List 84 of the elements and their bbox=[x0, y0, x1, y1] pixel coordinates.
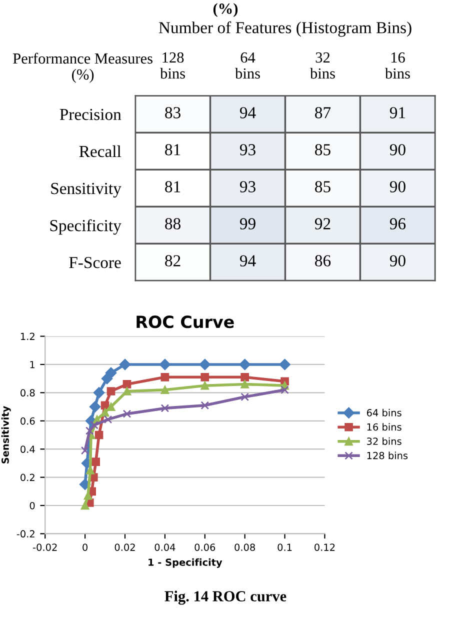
data-label: 81 bbox=[165, 144, 180, 156]
point bbox=[89, 401, 101, 412]
point bbox=[100, 401, 110, 410]
legend-label: 16 bins bbox=[367, 423, 402, 431]
point bbox=[240, 372, 249, 382]
y-axis-title: Performance Measures (%) bbox=[13, 52, 152, 83]
point bbox=[106, 387, 116, 396]
x-tick-label: 64 bins bbox=[235, 52, 260, 79]
point bbox=[160, 372, 170, 382]
point bbox=[93, 387, 105, 398]
x-tick-label: 0.12 bbox=[314, 544, 335, 551]
y-tick-label: Recall bbox=[79, 145, 122, 158]
x-tick-label: 0.08 bbox=[234, 544, 255, 551]
data-label: 83 bbox=[165, 107, 180, 118]
point bbox=[105, 367, 117, 379]
y-tick-label: 0.4 bbox=[20, 446, 35, 453]
point bbox=[122, 387, 132, 396]
data-label: 86 bbox=[315, 255, 331, 266]
data-label: 90 bbox=[390, 181, 406, 192]
point bbox=[279, 358, 290, 370]
point bbox=[200, 401, 210, 410]
y-tick-label: 0.6 bbox=[20, 417, 35, 425]
y-tick-label: -0.2 bbox=[16, 530, 34, 538]
y-tick-label: 0.2 bbox=[20, 474, 34, 482]
point bbox=[92, 458, 100, 466]
data-label: 85 bbox=[315, 181, 330, 192]
chart-title: Number of Features (Histogram Bins) bbox=[158, 21, 412, 37]
point bbox=[240, 380, 249, 388]
data-label: 87 bbox=[315, 107, 331, 118]
point bbox=[200, 381, 210, 390]
point bbox=[80, 446, 90, 455]
point bbox=[159, 358, 171, 370]
text: (%) bbox=[213, 3, 238, 17]
data-label: 90 bbox=[390, 144, 406, 156]
point bbox=[122, 410, 132, 418]
x-tick-label: 0.02 bbox=[114, 544, 135, 551]
caption: Fig. 14 ROC curve bbox=[164, 590, 286, 605]
point bbox=[94, 430, 104, 440]
legend-label: 128 bins bbox=[367, 452, 408, 460]
point bbox=[80, 501, 90, 510]
x-tick-label: 128 bins bbox=[160, 52, 185, 79]
x-tick-label: 16 bins bbox=[384, 52, 410, 79]
point bbox=[122, 380, 132, 388]
x-axis-title: 1 - Specificity bbox=[148, 558, 222, 568]
data-label: 93 bbox=[240, 181, 256, 192]
point bbox=[104, 415, 112, 424]
legend-label: 32 bins bbox=[367, 437, 402, 445]
y-tick-label: 1 bbox=[30, 361, 34, 368]
data-label: 99 bbox=[240, 218, 256, 230]
y-tick-label: Sensitivity bbox=[51, 182, 122, 198]
y-tick-label: 1.2 bbox=[20, 332, 34, 340]
y-tick-label: Precision bbox=[60, 108, 122, 120]
x-tick-label: 0.06 bbox=[194, 544, 216, 551]
x-tick-label: 0.1 bbox=[278, 544, 292, 551]
data-label: 94 bbox=[240, 107, 256, 118]
data-label: 91 bbox=[390, 107, 406, 118]
data-label: 81 bbox=[165, 181, 180, 192]
point bbox=[200, 372, 210, 382]
point bbox=[239, 358, 250, 370]
y-tick-label: 0 bbox=[30, 502, 35, 510]
point bbox=[199, 358, 210, 370]
y-tick-label: 0.8 bbox=[20, 389, 35, 397]
x-tick-label: 0.04 bbox=[154, 544, 176, 551]
legend-label: 64 bins bbox=[366, 408, 402, 416]
data-label: 94 bbox=[240, 255, 256, 266]
point bbox=[85, 426, 94, 435]
chart-title: ROC Curve bbox=[136, 316, 234, 328]
x-tick-label: -0.02 bbox=[33, 544, 57, 551]
data-label: 88 bbox=[165, 218, 180, 230]
x-tick-label: 32 bins bbox=[310, 52, 335, 79]
point bbox=[119, 358, 131, 370]
data-label: 82 bbox=[165, 255, 180, 266]
point bbox=[160, 386, 170, 394]
point bbox=[90, 420, 98, 430]
data-label: 93 bbox=[240, 144, 256, 156]
data-label: 90 bbox=[390, 255, 406, 266]
point bbox=[240, 392, 249, 402]
data-label: 85 bbox=[315, 144, 330, 156]
point bbox=[160, 404, 170, 412]
y-tick-label: Specificity bbox=[50, 219, 122, 235]
y-tick-label: F-Score bbox=[69, 256, 121, 268]
data-label: 92 bbox=[314, 218, 330, 230]
data-label: 96 bbox=[390, 218, 406, 230]
point bbox=[280, 386, 289, 394]
